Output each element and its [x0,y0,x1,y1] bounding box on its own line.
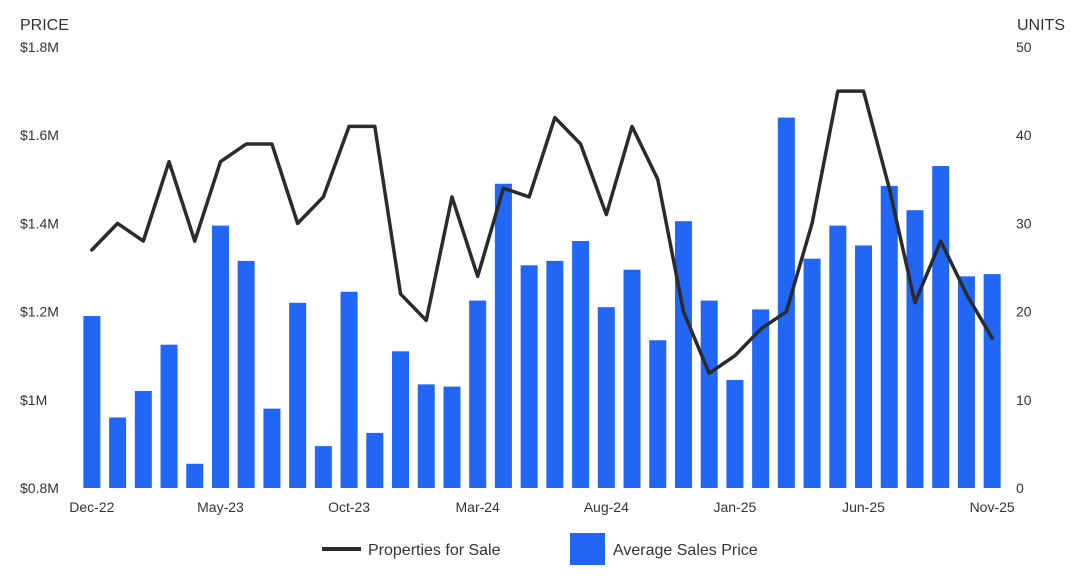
x-tick-label: Jan-25 [714,499,757,515]
bar-Dec-23 [392,351,410,488]
x-tick-label: Oct-23 [328,499,370,515]
bar-Aug-24 [597,307,615,488]
bar-Aug-25 [906,210,924,489]
bar-Apr-25 [803,258,821,488]
bar-Oct-25 [957,276,975,488]
bar-Mar-23 [160,344,178,488]
bar-Nov-23 [366,432,384,489]
y-tick-label: $1.6M [20,127,59,143]
y2-tick-label: 0 [1016,480,1024,496]
bar-Jan-23 [109,417,127,488]
y2-tick-label: 50 [1016,39,1032,55]
x-tick-label: Nov-25 [970,499,1015,515]
bar-Feb-23 [134,390,152,488]
bar-Jul-23 [263,408,281,488]
bar-Jan-25 [726,379,744,488]
bar-Jul-24 [572,241,590,488]
x-tick-label: Jun-25 [842,499,885,515]
bar-Nov-25 [983,274,1001,488]
bar-Oct-23 [340,291,358,488]
y-tick-label: $1.4M [20,215,59,231]
bar-Jun-24 [546,260,564,488]
bar-Mar-25 [777,117,795,488]
y-tick-label: $1.2M [20,304,59,320]
legend-label-properties: Properties for Sale [368,542,501,559]
legend: Properties for Sale Average Sales Price [322,533,758,565]
bar-May-25 [829,225,847,489]
legend-bar-swatch [570,533,605,565]
y2-tick-label: 10 [1016,392,1032,408]
bar-Jan-24 [417,384,435,488]
bar-Jun-23 [237,260,255,488]
x-tick-label: Aug-24 [584,499,629,515]
y-tick-label: $0.8M [20,480,59,496]
bar-Feb-25 [752,309,770,488]
y-tick-label: $1M [20,392,47,408]
bars-layer [83,117,1001,489]
bar-Dec-22 [83,316,101,488]
left-axis-title: PRICE [20,17,69,34]
bar-Sep-25 [932,166,950,488]
bar-Dec-24 [700,300,718,488]
x-tick-label: May-23 [197,499,244,515]
bar-Nov-24 [674,221,692,488]
bar-Mar-24 [469,300,487,488]
y2-tick-label: 20 [1016,304,1032,320]
line-layer [90,89,994,376]
x-tick-label: Mar-24 [456,499,501,515]
x-tick-label: Dec-22 [69,499,114,515]
axis-layer: PRICE UNITS $0.8M $1M $1.2M $1.4M $1.6M $1.8M… [20,17,1065,515]
bar-Sep-23 [314,446,332,488]
bar-Aug-23 [289,302,307,488]
bar-Jun-25 [855,245,873,488]
bar-Sep-24 [623,269,641,488]
right-axis-title: UNITS [1017,17,1065,34]
bar-Feb-24 [443,386,461,488]
y2-tick-label: 40 [1016,127,1032,143]
line-properties-for-sale [90,89,994,376]
bar-Oct-24 [649,340,667,488]
y2-tick-label: 30 [1016,215,1032,231]
bar-Apr-24 [494,183,512,488]
y-tick-label: $1.8M [20,39,59,55]
bar-May-23 [211,225,229,489]
bar-Jul-25 [880,185,898,488]
bar-Apr-23 [186,463,204,488]
bar-May-24 [520,265,538,488]
legend-label-price: Average Sales Price [613,542,758,559]
